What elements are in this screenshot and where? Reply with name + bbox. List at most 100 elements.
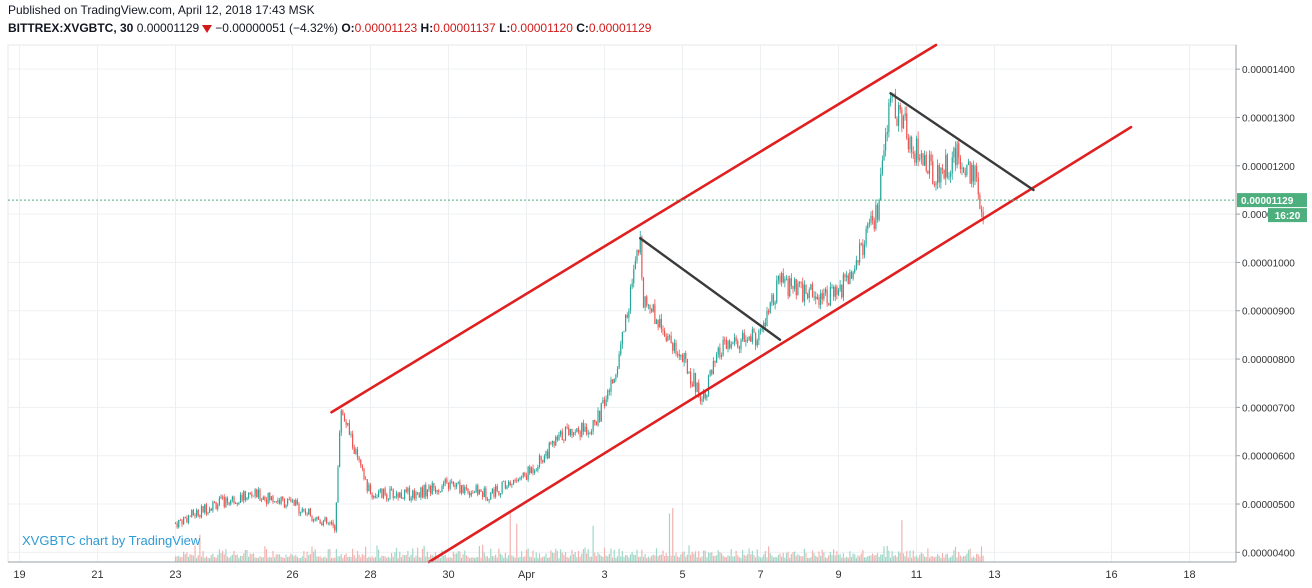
- candle-body: [524, 472, 526, 476]
- volume-bar: [399, 551, 401, 562]
- candle-body: [808, 289, 810, 299]
- candle-body: [241, 494, 243, 501]
- symbol-header: BITTREX:XVGBTC, 30 0.00001129 −0.00000051…: [8, 21, 651, 35]
- candle-body: [387, 498, 389, 500]
- candle-body: [213, 501, 216, 503]
- candle-body: [361, 465, 363, 469]
- volume-bar: [716, 555, 718, 562]
- volume-bar: [366, 557, 368, 562]
- candle-body: [252, 495, 255, 497]
- candle-body: [199, 515, 201, 518]
- volume-bar: [766, 557, 768, 562]
- candle-body: [488, 499, 490, 501]
- candle-body: [826, 289, 828, 304]
- volume-bar: [317, 556, 320, 562]
- candle-body: [896, 118, 898, 126]
- candle-body: [943, 169, 945, 179]
- candle-body: [805, 285, 807, 294]
- volume-bar: [326, 557, 328, 562]
- volume-bar: [420, 557, 422, 562]
- volume-bar: [839, 554, 841, 562]
- candle-body: [205, 504, 207, 514]
- volume-bar: [348, 556, 350, 562]
- volume-bar: [478, 546, 480, 562]
- volume-bar: [680, 554, 682, 562]
- volume-bar: [954, 546, 957, 562]
- axes: 0.000014000.000013000.000012000.00001100…: [8, 45, 1307, 581]
- volume-bar: [678, 557, 680, 562]
- volume-bar: [361, 554, 363, 562]
- volume-bar: [844, 557, 846, 562]
- candle-body: [956, 143, 958, 166]
- candle-body: [951, 157, 953, 174]
- volume-bar: [395, 547, 398, 562]
- volume-bar: [771, 555, 773, 562]
- candle-body: [815, 296, 817, 300]
- candle-body: [308, 508, 310, 515]
- volume-bar: [564, 551, 567, 562]
- candle-body: [249, 492, 251, 494]
- volume-bar: [626, 555, 628, 562]
- volume-bar: [423, 545, 425, 562]
- volume-bar: [412, 548, 414, 562]
- volume-bar: [451, 557, 453, 562]
- candle-body: [186, 517, 188, 523]
- volume-bar: [447, 557, 450, 562]
- volume-bar: [512, 556, 515, 562]
- candle-body: [686, 359, 688, 374]
- volume-bar: [560, 549, 562, 562]
- volume-bar: [673, 555, 675, 562]
- candle-body: [235, 502, 237, 504]
- volume-bar: [820, 555, 822, 562]
- candle-body: [641, 236, 643, 278]
- volume-bar: [295, 554, 297, 562]
- volume-bar: [787, 551, 789, 562]
- volume-bar: [675, 552, 677, 562]
- candle-body: [664, 330, 666, 337]
- candle-body: [191, 510, 193, 517]
- candle-body: [217, 504, 219, 509]
- volume-bar: [599, 554, 601, 562]
- candle-body: [865, 228, 867, 245]
- volume-bar: [956, 557, 958, 562]
- candle-body: [460, 485, 463, 493]
- volume-bar: [794, 551, 796, 562]
- candle-body: [667, 335, 669, 341]
- close-value: 0.00001129: [588, 21, 652, 35]
- candle-body: [506, 485, 508, 489]
- volume-bar: [597, 552, 599, 562]
- volume-bar: [529, 556, 531, 562]
- candle-body: [472, 492, 474, 494]
- watermark-text[interactable]: XVGBTC chart by TradingView: [22, 533, 201, 548]
- candle-body: [642, 277, 645, 308]
- candle-body: [459, 482, 461, 493]
- drawings[interactable]: [8, 43, 1236, 564]
- volume-bar: [376, 545, 378, 562]
- candle-body: [587, 433, 589, 435]
- volume-bar: [524, 556, 526, 562]
- volume-bar: [651, 555, 653, 562]
- candle-body: [886, 132, 888, 135]
- volume-bar: [490, 548, 492, 562]
- candle-body: [322, 520, 324, 526]
- candle-body: [839, 284, 841, 291]
- candle-body: [408, 488, 411, 501]
- volume-bar: [207, 557, 209, 562]
- volume-bar: [764, 551, 766, 562]
- volume-bar: [553, 553, 555, 562]
- volume-bar: [699, 557, 701, 562]
- volume-bar: [334, 557, 336, 562]
- candle-body: [932, 161, 934, 185]
- candle-body: [501, 481, 503, 494]
- volume-bar: [963, 556, 965, 562]
- y-tick-label: 0.00000400: [1242, 548, 1295, 559]
- candle-body: [592, 420, 594, 432]
- symbol-name[interactable]: BITTREX:XVGBTC, 30: [8, 21, 134, 35]
- volume-bar: [772, 557, 775, 562]
- volume-bar: [836, 551, 838, 562]
- volume-bar: [784, 557, 786, 562]
- volume-bar: [540, 557, 542, 562]
- volume-bar: [912, 550, 914, 562]
- candle-body: [646, 296, 648, 306]
